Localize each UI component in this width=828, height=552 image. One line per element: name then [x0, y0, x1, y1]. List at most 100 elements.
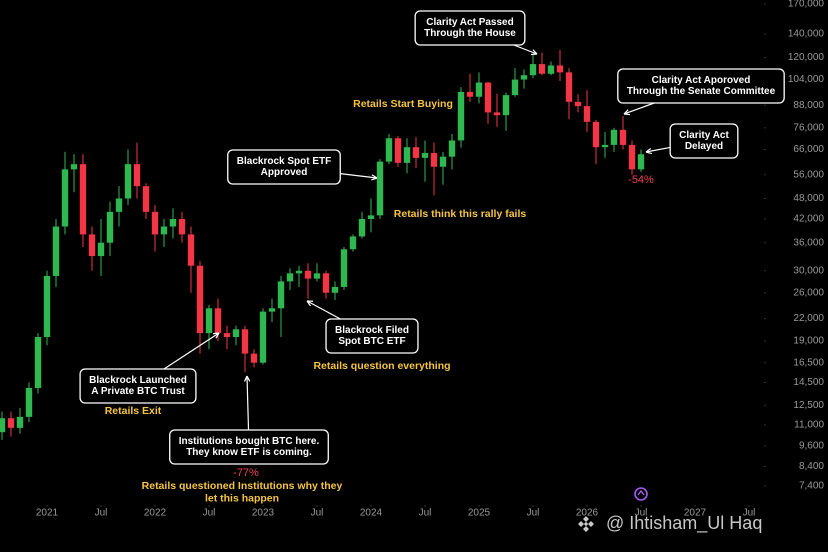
- annotation-text: Through the House: [424, 28, 516, 39]
- annotation-box: [325, 318, 419, 354]
- y-tick-label: 22,000: [793, 313, 824, 324]
- y-tick-label: 30,000: [793, 265, 824, 276]
- candle-body: [349, 236, 357, 250]
- candle-body: [421, 153, 429, 158]
- candle-body: [151, 211, 159, 235]
- candle-body: [0, 418, 6, 433]
- candle-body: [520, 75, 528, 80]
- arrow-head: [623, 109, 631, 116]
- y-tick-label: 56,000: [793, 169, 824, 180]
- arrow-head: [371, 174, 378, 181]
- note: let this happen: [205, 492, 279, 504]
- annotation-box: [414, 10, 526, 46]
- x-tick-label: 2027: [684, 508, 707, 519]
- candle-body: [43, 275, 51, 337]
- x-tick-label: 2025: [468, 508, 491, 519]
- candle-body: [565, 72, 573, 102]
- note: Retails questioned Institutions why they: [142, 480, 343, 492]
- candle-body: [286, 273, 294, 282]
- candle-body: [250, 353, 258, 363]
- x-tick-label: Jul: [203, 508, 216, 519]
- annotation-arrow: [163, 332, 220, 370]
- annotation-box: [79, 368, 197, 404]
- y-tick-label: 76,000: [793, 122, 824, 133]
- y-tick-label: 9,600: [799, 441, 824, 452]
- annotation-text: Through the Senate Committee: [627, 86, 776, 97]
- candle-body: [430, 153, 438, 167]
- annotation-text: Clarity Act Aporoved: [652, 75, 751, 86]
- candle-body: [367, 215, 375, 220]
- annotation-box: [227, 149, 341, 185]
- change-label: -54%: [628, 174, 654, 186]
- x-tick-label: 2024: [360, 508, 383, 519]
- annotation-text: Delayed: [685, 141, 723, 152]
- candle-body: [529, 64, 537, 76]
- annotation-arrow: [513, 44, 538, 55]
- candle-body: [313, 273, 321, 279]
- y-tick-label: 104,000: [788, 74, 825, 85]
- candle-body: [196, 265, 204, 334]
- y-tick-label: 26,000: [793, 287, 824, 298]
- y-tick-label: 19,000: [793, 336, 824, 347]
- y-tick-label: 8,400: [799, 461, 824, 472]
- candle-body: [340, 249, 348, 287]
- candle-body: [115, 198, 123, 212]
- annotation-text: Clarity Act: [679, 130, 729, 141]
- arrow-head: [212, 332, 220, 339]
- annotation-text: Spot BTC ETF: [338, 336, 405, 347]
- candle-body: [484, 82, 492, 113]
- candle-body: [7, 418, 15, 428]
- note: Retails Exit: [105, 405, 162, 417]
- x-tick-label: Jul: [419, 508, 432, 519]
- y-tick-label: 12,500: [793, 400, 824, 411]
- candle-body: [403, 147, 411, 163]
- arrow-head: [645, 147, 652, 155]
- annotation-text: Clarity Act Passed: [426, 17, 513, 28]
- note: Retails think this rally fails: [394, 208, 527, 220]
- note: Retails Start Buying: [353, 98, 453, 110]
- candle-body: [88, 234, 96, 257]
- candle-body: [619, 129, 627, 145]
- candle-body: [70, 164, 78, 170]
- candle-body: [547, 65, 555, 74]
- arrow-head: [306, 300, 314, 307]
- x-tick-label: Jul: [527, 508, 540, 519]
- candle-body: [61, 169, 69, 227]
- candle-body: [79, 164, 87, 235]
- candle-body: [412, 147, 420, 158]
- x-tick-label: Jul: [311, 508, 324, 519]
- candle-body: [538, 64, 546, 74]
- annotation-arrow: [340, 173, 378, 179]
- candle-body: [457, 91, 465, 141]
- note: Retails question everything: [313, 360, 450, 372]
- annotation-box: [617, 68, 785, 104]
- x-tick-label: Jul: [635, 508, 648, 519]
- purple-icon: [634, 487, 648, 501]
- y-tick-label: 120,000: [788, 52, 825, 63]
- candle-body: [583, 106, 591, 122]
- y-tick-label: 11,000: [794, 420, 824, 431]
- x-tick-label: Jul: [743, 508, 756, 519]
- annotation-arrow: [623, 102, 655, 115]
- y-tick-label: 170,000: [788, 0, 825, 10]
- y-tick-label: 7,400: [799, 481, 824, 492]
- candle-body: [601, 144, 609, 148]
- arrow-head: [243, 375, 251, 382]
- candle-body: [169, 219, 177, 227]
- candle-body: [493, 112, 501, 116]
- candle-body: [448, 140, 456, 157]
- candle-body: [511, 79, 519, 96]
- candle-body: [106, 211, 114, 243]
- annotation-text: Blackrock Launched: [89, 375, 187, 386]
- annotation-text: Blackrock Filed: [335, 325, 409, 336]
- candle-body: [556, 65, 564, 73]
- candle-body: [268, 308, 276, 312]
- watermark-logo: [578, 516, 594, 532]
- candle-body: [304, 270, 312, 279]
- x-tick-label: 2023: [252, 508, 275, 519]
- candle-body: [628, 144, 636, 170]
